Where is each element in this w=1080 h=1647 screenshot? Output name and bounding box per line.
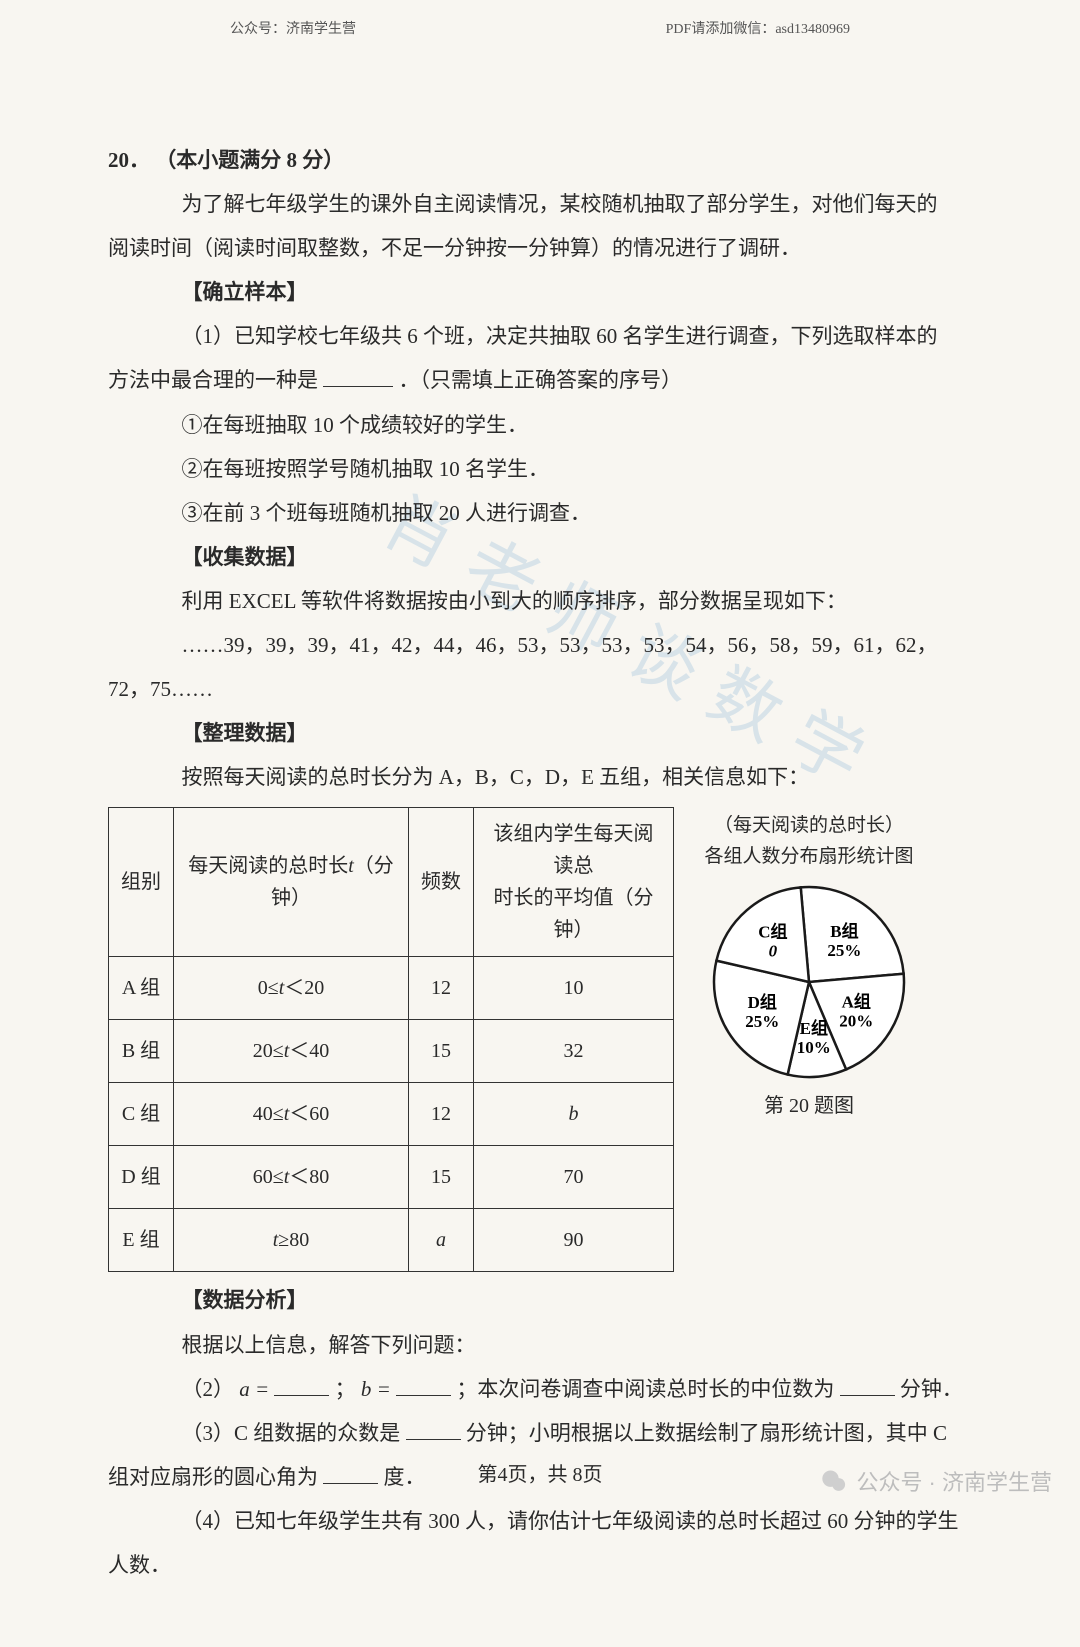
th-group: 组别 — [109, 808, 174, 957]
cell-freq: 15 — [409, 1020, 474, 1083]
cell-freq: 12 — [409, 1083, 474, 1146]
intro-line-2: 阅读时间（阅读时间取整数，不足一分钟按一分钟算）的情况进行了调研． — [108, 226, 980, 270]
cell-freq: a — [409, 1209, 474, 1272]
cell-group: E 组 — [109, 1209, 174, 1272]
table-row: E 组t≥80a90 — [109, 1209, 674, 1272]
cell-mean: b — [474, 1083, 674, 1146]
cell-mean: 90 — [474, 1209, 674, 1272]
section-analysis-title: 【数据分析】 — [108, 1278, 980, 1322]
th-freq: 频数 — [409, 808, 474, 957]
pie-label: C组 — [758, 922, 787, 942]
section-sample-title: 【确立样本】 — [108, 270, 980, 314]
cell-mean: 70 — [474, 1146, 674, 1209]
cell-range: 60≤t＜80 — [174, 1146, 409, 1209]
data-line-b: 72，75…… — [108, 667, 980, 711]
question-number: 20． — [108, 148, 150, 172]
analysis-line: 根据以上信息，解答下列问题： — [108, 1323, 980, 1367]
blank-a — [274, 1374, 329, 1396]
table-header-row: 组别 每天阅读的总时长t（分钟） 频数 该组内学生每天阅读总 时长的平均值（分钟… — [109, 808, 674, 957]
q1-line-a: （1）已知学校七年级共 6 个班，决定共抽取 60 名学生进行调查，下列选取样本… — [108, 314, 980, 358]
th-duration: 每天阅读的总时长t（分钟） — [174, 808, 409, 957]
cell-freq: 12 — [409, 957, 474, 1020]
data-line-a: ……39，39，39，41，42，44，46，53，53，53，53，54，56… — [108, 623, 980, 667]
pie-pct: 25% — [827, 941, 861, 960]
cell-freq: 15 — [409, 1146, 474, 1209]
q1-line-b: 方法中最合理的一种是 ．（只需填上正确答案的序号） — [108, 358, 980, 402]
collect-line: 利用 EXCEL 等软件将数据按由小到大的顺序排序，部分数据呈现如下： — [108, 579, 980, 623]
corner-watermark: 公众号 · 济南学生营 — [820, 1465, 1052, 1497]
cell-group: A 组 — [109, 957, 174, 1020]
cell-group: B 组 — [109, 1020, 174, 1083]
pie-label: A组 — [842, 992, 871, 1012]
option-3: ③在前 3 个班每班随机抽取 20 人进行调查． — [108, 491, 980, 535]
cell-range: 40≤t＜60 — [174, 1083, 409, 1146]
pie-label: E组 — [800, 1018, 828, 1038]
pie-label: B组 — [830, 921, 858, 941]
option-2: ②在每班按照学号随机抽取 10 名学生． — [108, 447, 980, 491]
pie-pct: 10% — [797, 1038, 831, 1057]
table-and-chart: 组别 每天阅读的总时长t（分钟） 频数 该组内学生每天阅读总 时长的平均值（分钟… — [108, 807, 980, 1272]
chart-title-2: 各组人数分布扇形统计图 — [704, 842, 914, 872]
chart-caption: 第 20 题图 — [704, 1090, 914, 1122]
cell-mean: 32 — [474, 1020, 674, 1083]
blank-q1 — [323, 365, 393, 387]
pie-pct: 20% — [839, 1012, 873, 1031]
q3-line-a: （3）C 组数据的众数是 分钟；小明根据以上数据绘制了扇形统计图，其中 C — [108, 1411, 980, 1455]
table-row: B 组20≤t＜401532 — [109, 1020, 674, 1083]
data-table: 组别 每天阅读的总时长t（分钟） 频数 该组内学生每天阅读总 时长的平均值（分钟… — [108, 807, 674, 1272]
cell-mean: 10 — [474, 957, 674, 1020]
q4-line-b: 人数． — [108, 1543, 980, 1587]
table-row: A 组0≤t＜201210 — [109, 957, 674, 1020]
header-right: PDF请添加微信：asd13480969 — [666, 18, 850, 38]
cell-range: 20≤t＜40 — [174, 1020, 409, 1083]
page-body: 20． （本小题满分 8 分） 为了解七年级学生的课外自主阅读情况，某校随机抽取… — [0, 38, 1080, 1647]
question-heading: 20． （本小题满分 8 分） — [108, 138, 980, 182]
q4-line-a: （4）已知七年级学生共有 300 人，请你估计七年级阅读的总时长超过 60 分钟… — [108, 1499, 980, 1543]
cell-range: 0≤t＜20 — [174, 957, 409, 1020]
option-1: ①在每班抽取 10 个成绩较好的学生． — [108, 403, 980, 447]
organize-line: 按照每天阅读的总时长分为 A，B，C，D，E 五组，相关信息如下： — [108, 755, 980, 799]
q2-line: （2） a = ； b = ；本次问卷调查中阅读总时长的中位数为 分钟． — [108, 1367, 980, 1411]
section-collect-title: 【收集数据】 — [108, 535, 980, 579]
section-organize-title: 【整理数据】 — [108, 711, 980, 755]
blank-b — [396, 1374, 451, 1396]
blank-median — [840, 1374, 895, 1396]
pie-chart: B组25%A组20%E组10%D组25%C组0 — [704, 880, 914, 1080]
header-left: 公众号：济南学生营 — [230, 18, 356, 38]
pie-label: D组 — [748, 992, 777, 1012]
page-header: 公众号：济南学生营 PDF请添加微信：asd13480969 — [0, 0, 1080, 38]
intro-line-1: 为了解七年级学生的课外自主阅读情况，某校随机抽取了部分学生，对他们每天的 — [108, 182, 980, 226]
th-mean: 该组内学生每天阅读总 时长的平均值（分钟） — [474, 808, 674, 957]
pie-chart-panel: （每天阅读的总时长） 各组人数分布扇形统计图 B组25%A组20%E组10%D组… — [704, 807, 914, 1122]
cell-range: t≥80 — [174, 1209, 409, 1272]
wechat-icon — [820, 1467, 848, 1495]
cell-group: D 组 — [109, 1146, 174, 1209]
blank-mode — [406, 1418, 461, 1440]
pie-pct: 0 — [769, 942, 778, 961]
cell-group: C 组 — [109, 1083, 174, 1146]
question-points: （本小题满分 8 分） — [155, 148, 344, 172]
table-row: D 组60≤t＜801570 — [109, 1146, 674, 1209]
chart-title-1: （每天阅读的总时长） — [704, 811, 914, 841]
pie-pct: 25% — [745, 1012, 779, 1031]
table-row: C 组40≤t＜6012b — [109, 1083, 674, 1146]
